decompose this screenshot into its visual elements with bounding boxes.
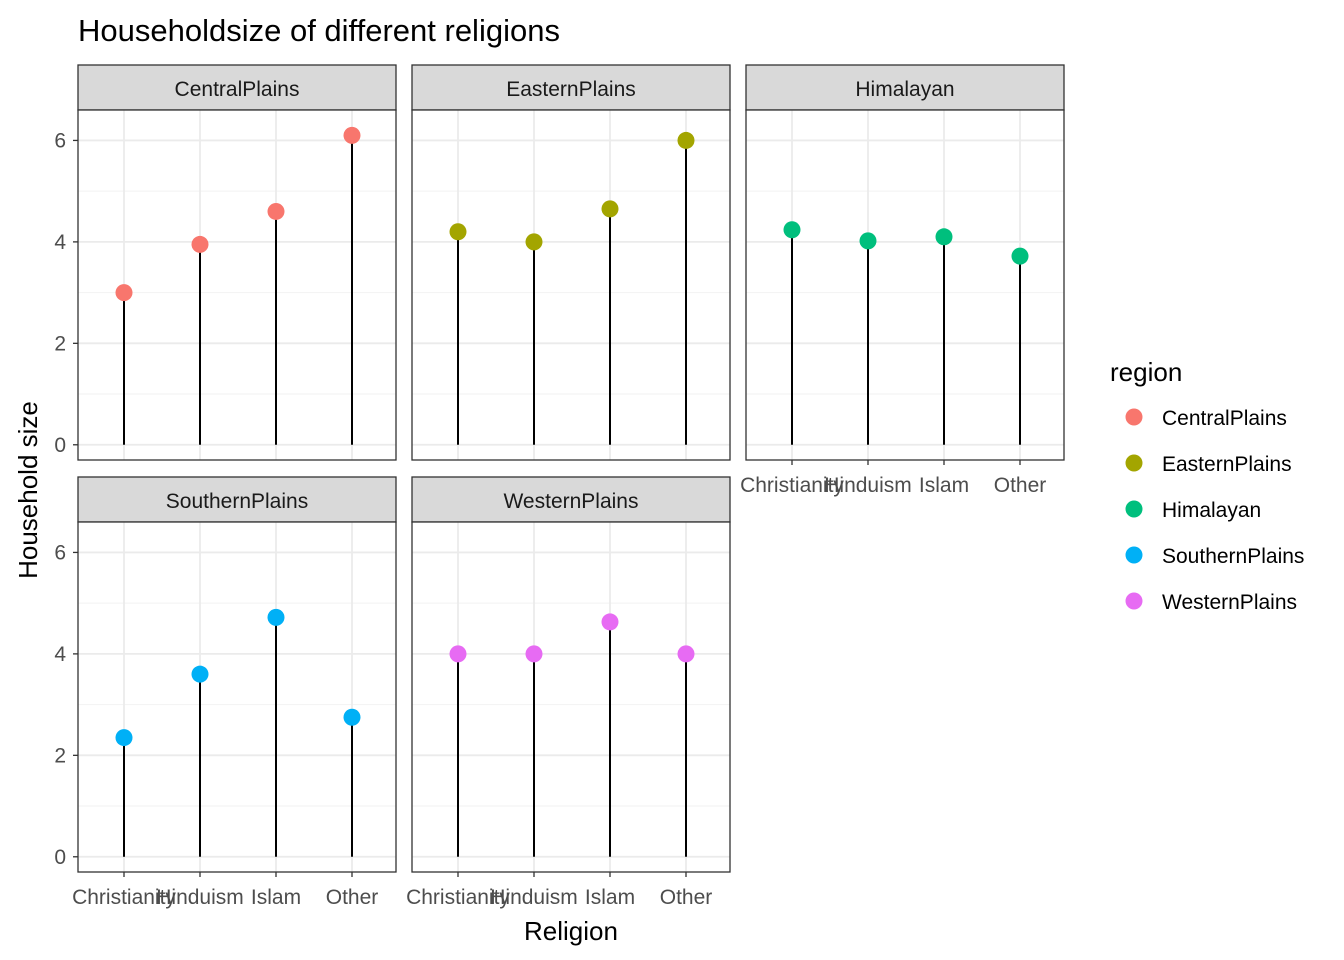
panel-border xyxy=(411,109,731,461)
y-tick-label: 4 xyxy=(54,231,66,254)
facet-strip-label: Himalayan xyxy=(855,78,954,101)
legend-title: region xyxy=(1110,357,1182,387)
y-tick-label: 4 xyxy=(54,643,66,666)
facet-strip xyxy=(745,64,1065,111)
data-point xyxy=(783,221,801,239)
plot-background xyxy=(78,110,396,460)
data-point xyxy=(601,200,619,218)
x-tick-label: Christianity xyxy=(406,886,510,909)
legend-key xyxy=(1125,592,1143,610)
legend-label: Himalayan xyxy=(1162,499,1261,522)
data-point xyxy=(191,665,209,683)
facet-strip-label: EasternPlains xyxy=(506,78,636,101)
panel-border xyxy=(745,109,1065,461)
facet-strip xyxy=(77,476,397,523)
y-tick-label: 6 xyxy=(54,541,66,564)
y-axis-title: Household size xyxy=(13,401,43,579)
data-point xyxy=(115,284,133,302)
data-point xyxy=(267,202,285,220)
x-tick-label: Hinduism xyxy=(156,886,244,909)
legend-key xyxy=(1125,408,1143,426)
facet-panel: CentralPlains 0 2 4 6 xyxy=(54,64,397,461)
legend: region CentralPlains EasternPlains Himalay… xyxy=(1110,357,1304,614)
data-point xyxy=(343,126,361,144)
x-tick-label: Islam xyxy=(919,474,969,497)
facet-strip-label: WesternPlains xyxy=(503,490,638,513)
legend-items: CentralPlains EasternPlains Himalayan South… xyxy=(1125,407,1304,614)
x-tick-label: Christianity xyxy=(72,886,176,909)
facet-strip xyxy=(411,64,731,111)
data-point xyxy=(935,228,953,246)
x-tick-label: Hinduism xyxy=(824,474,912,497)
facet-strip xyxy=(411,476,731,523)
plot-background xyxy=(78,522,396,872)
plot-background xyxy=(412,110,730,460)
legend-label: WesternPlains xyxy=(1162,591,1297,614)
x-axis-title: Religion xyxy=(524,916,618,946)
y-tick-label: 0 xyxy=(54,434,66,457)
data-point xyxy=(191,235,209,253)
facet-strip-label: SouthernPlains xyxy=(166,490,308,513)
plot-background xyxy=(746,110,1064,460)
x-tick-label: Christianity xyxy=(740,474,844,497)
panel-border xyxy=(77,521,397,873)
data-point xyxy=(115,729,133,747)
data-point xyxy=(449,223,467,241)
facet-strip-label: CentralPlains xyxy=(175,78,300,101)
data-point xyxy=(267,608,285,626)
data-point xyxy=(859,232,877,250)
facet-strip xyxy=(77,64,397,111)
y-tick-label: 0 xyxy=(54,846,66,869)
x-tick-label: Other xyxy=(994,474,1047,497)
panel-border xyxy=(77,109,397,461)
panel-border xyxy=(411,521,731,873)
x-tick-label: Hinduism xyxy=(490,886,578,909)
y-tick-label: 6 xyxy=(54,129,66,152)
data-point xyxy=(677,645,695,663)
x-tick-label: Islam xyxy=(251,886,301,909)
chart-title: Householdsize of different religions xyxy=(78,13,560,48)
facet-panels: CentralPlains 0 2 4 6 EasternPlains Himalayan C… xyxy=(54,64,1065,909)
legend-key xyxy=(1125,454,1143,472)
facet-panel: EasternPlains xyxy=(411,64,731,461)
data-point xyxy=(677,131,695,149)
data-point xyxy=(449,645,467,663)
legend-label: SouthernPlains xyxy=(1162,545,1304,568)
legend-label: EasternPlains xyxy=(1162,453,1292,476)
legend-label: CentralPlains xyxy=(1162,407,1287,430)
y-tick-label: 2 xyxy=(54,332,66,355)
data-point xyxy=(525,233,543,251)
legend-key xyxy=(1125,546,1143,564)
plot-background xyxy=(412,522,730,872)
x-tick-label: Other xyxy=(326,886,379,909)
legend-key xyxy=(1125,500,1143,518)
y-tick-label: 2 xyxy=(54,744,66,767)
x-tick-label: Other xyxy=(660,886,713,909)
data-point xyxy=(343,708,361,726)
data-point xyxy=(525,645,543,663)
x-tick-label: Islam xyxy=(585,886,635,909)
data-point xyxy=(601,613,619,631)
data-point xyxy=(1011,247,1029,265)
